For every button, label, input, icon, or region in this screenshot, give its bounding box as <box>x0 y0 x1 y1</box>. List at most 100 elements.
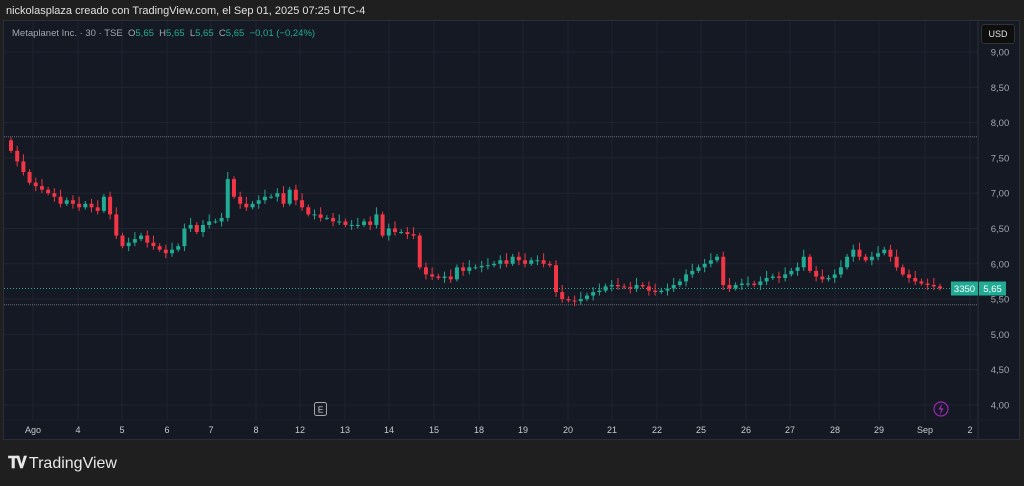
tradingview-logo[interactable]: 𝐓𝐕 TradingView <box>8 455 117 473</box>
x-tick-label: 4 <box>75 425 80 435</box>
candle-body <box>306 207 311 215</box>
candle <box>244 196 249 211</box>
candle-body <box>287 189 292 204</box>
candle <box>380 211 385 238</box>
candle <box>225 172 230 222</box>
candle-body <box>640 284 645 287</box>
candle <box>293 184 298 206</box>
candle <box>845 253 850 270</box>
symbol-name[interactable]: Metaplanet Inc. · 30 · TSE <box>12 28 123 39</box>
candle-body <box>665 288 670 291</box>
candle-body <box>894 256 899 268</box>
candle-body <box>318 214 323 218</box>
symbol-legend: Metaplanet Inc. · 30 · TSE O5,65 H5,65 L… <box>12 28 315 39</box>
candle-body <box>603 286 608 291</box>
y-tick-label: 7,00 <box>991 189 1010 200</box>
candle-body <box>256 200 261 204</box>
candle-body <box>120 235 125 247</box>
candle <box>807 253 812 273</box>
candle-body <box>721 256 726 285</box>
candle <box>721 251 726 290</box>
candle <box>826 275 831 282</box>
candle <box>46 186 51 196</box>
candle-body <box>77 203 82 208</box>
candle <box>746 276 751 288</box>
open-label: O <box>128 28 136 39</box>
candle-body <box>151 242 156 247</box>
candle <box>603 283 608 293</box>
candle <box>677 278 682 288</box>
candle <box>454 264 459 282</box>
candle <box>653 283 658 296</box>
candle-body <box>783 274 788 278</box>
candle-body <box>442 276 447 278</box>
candle <box>566 296 571 303</box>
currency-button[interactable]: USD <box>981 24 1015 44</box>
candle <box>925 278 930 290</box>
candle-body <box>547 263 552 266</box>
candle-body <box>690 270 695 275</box>
candle-body <box>312 214 317 216</box>
candle-body <box>349 224 354 226</box>
candle <box>615 277 620 290</box>
x-tick-label: 7 <box>208 425 213 435</box>
candle <box>448 269 453 283</box>
candle <box>83 200 88 210</box>
candle <box>337 214 342 225</box>
candle-body <box>529 260 534 264</box>
candle <box>733 282 738 291</box>
x-tick-label: 8 <box>253 425 258 435</box>
candle-body <box>244 203 249 208</box>
candle <box>170 242 175 257</box>
candle <box>702 258 707 273</box>
y-tick-label: 5,50 <box>991 295 1010 306</box>
candle <box>764 270 769 285</box>
candle-body <box>554 265 559 293</box>
change-value: −0,01 (−0,24%) <box>249 28 316 39</box>
candle-body <box>758 281 763 285</box>
candle-body <box>820 276 825 280</box>
candle <box>219 212 224 227</box>
candle <box>287 186 292 206</box>
candle-body <box>572 300 577 302</box>
candle <box>368 216 373 230</box>
candle-body <box>888 249 893 257</box>
candle <box>176 243 181 252</box>
candle <box>857 242 862 261</box>
candle <box>622 283 627 290</box>
candle <box>114 207 119 240</box>
candle <box>900 264 905 277</box>
candle-body <box>826 277 831 280</box>
dividend-marker[interactable] <box>933 401 949 417</box>
earnings-label: E <box>318 406 323 415</box>
candle-body <box>368 221 373 225</box>
candle <box>250 200 255 210</box>
candle <box>423 262 428 280</box>
candle-body <box>145 235 150 243</box>
candle-body <box>776 276 781 278</box>
candle <box>758 276 763 290</box>
x-tick-label: 12 <box>295 425 305 435</box>
earnings-marker[interactable]: E <box>314 402 327 416</box>
candle-body <box>473 267 478 269</box>
candle-body <box>882 249 887 254</box>
candle <box>275 188 280 202</box>
candle <box>461 262 466 276</box>
candle-body <box>609 284 614 287</box>
earnings-icon <box>314 402 327 416</box>
y-tick-label: 5,00 <box>991 330 1010 341</box>
candle <box>281 186 286 208</box>
candle-body <box>907 274 912 278</box>
candle <box>262 189 267 204</box>
candle-body <box>492 263 497 266</box>
candle <box>789 268 794 277</box>
candle-body <box>15 150 20 162</box>
candle <box>529 257 534 266</box>
candle <box>634 277 639 293</box>
candle <box>194 222 199 235</box>
candle <box>386 223 391 241</box>
candle-body <box>869 256 874 261</box>
candle-body <box>851 249 856 257</box>
candle-body <box>913 277 918 282</box>
